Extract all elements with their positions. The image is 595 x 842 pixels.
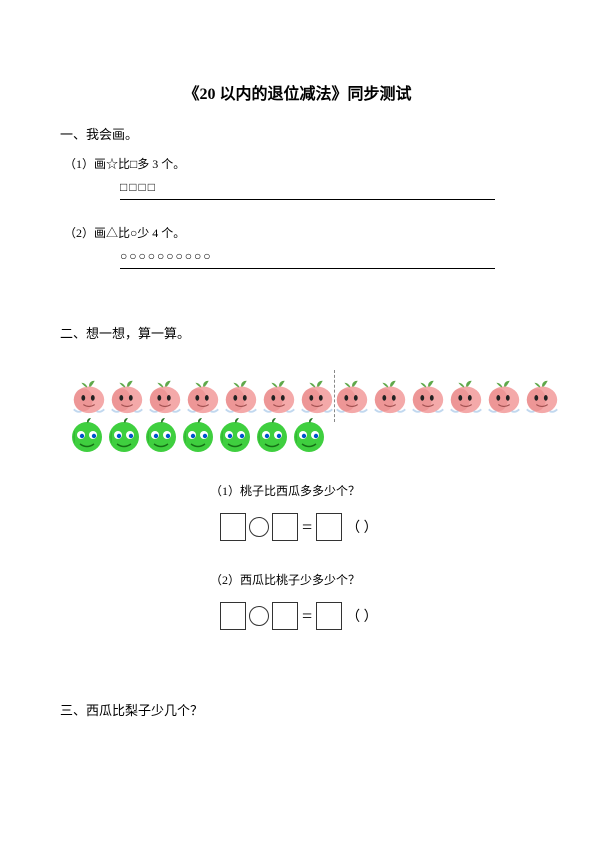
watermelon-icon xyxy=(292,418,326,452)
math-expr-2: = （ ） xyxy=(220,602,535,630)
section2-header: 二、想一想，算一算。 xyxy=(60,323,535,342)
section1-shapes1: □□□□ xyxy=(120,180,535,195)
peach-icon xyxy=(523,377,561,415)
peach-icon xyxy=(485,377,523,415)
math-expr-1: = （ ） xyxy=(220,513,535,541)
peach-row xyxy=(70,374,535,414)
section2-q2: （2）西瓜比桃子少多少个？ xyxy=(210,571,535,588)
watermelon-icon xyxy=(70,418,104,452)
unit-paren: （ ） xyxy=(346,606,378,626)
peach-icon xyxy=(146,377,184,415)
operand-box xyxy=(272,602,298,630)
section2-q1: （1）桃子比西瓜多多少个？ xyxy=(210,482,535,499)
operator-circle xyxy=(249,606,269,626)
watermelon-icon xyxy=(144,418,178,452)
peach-icon xyxy=(371,377,409,415)
operand-box xyxy=(220,602,246,630)
section3-header: 三、西瓜比梨子少几个？ xyxy=(60,700,535,719)
group-divider xyxy=(334,374,335,418)
peach-icon xyxy=(333,377,371,415)
section1-shapes2: ○○○○○○○○○○ xyxy=(120,249,535,264)
peach-icon xyxy=(108,377,146,415)
section1-item1: （1）画☆比□多 3 个。 xyxy=(64,155,535,172)
watermelon-icon xyxy=(181,418,215,452)
unit-paren: （ ） xyxy=(346,517,378,537)
section1-header: 一、我会画。 xyxy=(60,124,535,143)
melon-row xyxy=(70,418,535,458)
peach-icon xyxy=(260,377,298,415)
peach-icon xyxy=(222,377,260,415)
peach-icon xyxy=(70,377,108,415)
watermelon-icon xyxy=(107,418,141,452)
peach-icon xyxy=(184,377,222,415)
operand-box xyxy=(272,513,298,541)
peach-icon xyxy=(447,377,485,415)
answer-line-2 xyxy=(120,268,495,269)
peach-icon xyxy=(409,377,447,415)
equals-sign: = xyxy=(302,606,312,627)
operator-circle xyxy=(249,517,269,537)
equals-sign: = xyxy=(302,517,312,538)
watermelon-icon xyxy=(255,418,289,452)
operand-box xyxy=(220,513,246,541)
answer-line-1 xyxy=(120,199,495,200)
page-title: 《20 以内的退位减法》同步测试 xyxy=(60,80,535,104)
watermelon-icon xyxy=(218,418,252,452)
peach-icon xyxy=(298,377,336,415)
result-box xyxy=(316,513,342,541)
result-box xyxy=(316,602,342,630)
section1-item2: （2）画△比○少 4 个。 xyxy=(64,224,535,241)
